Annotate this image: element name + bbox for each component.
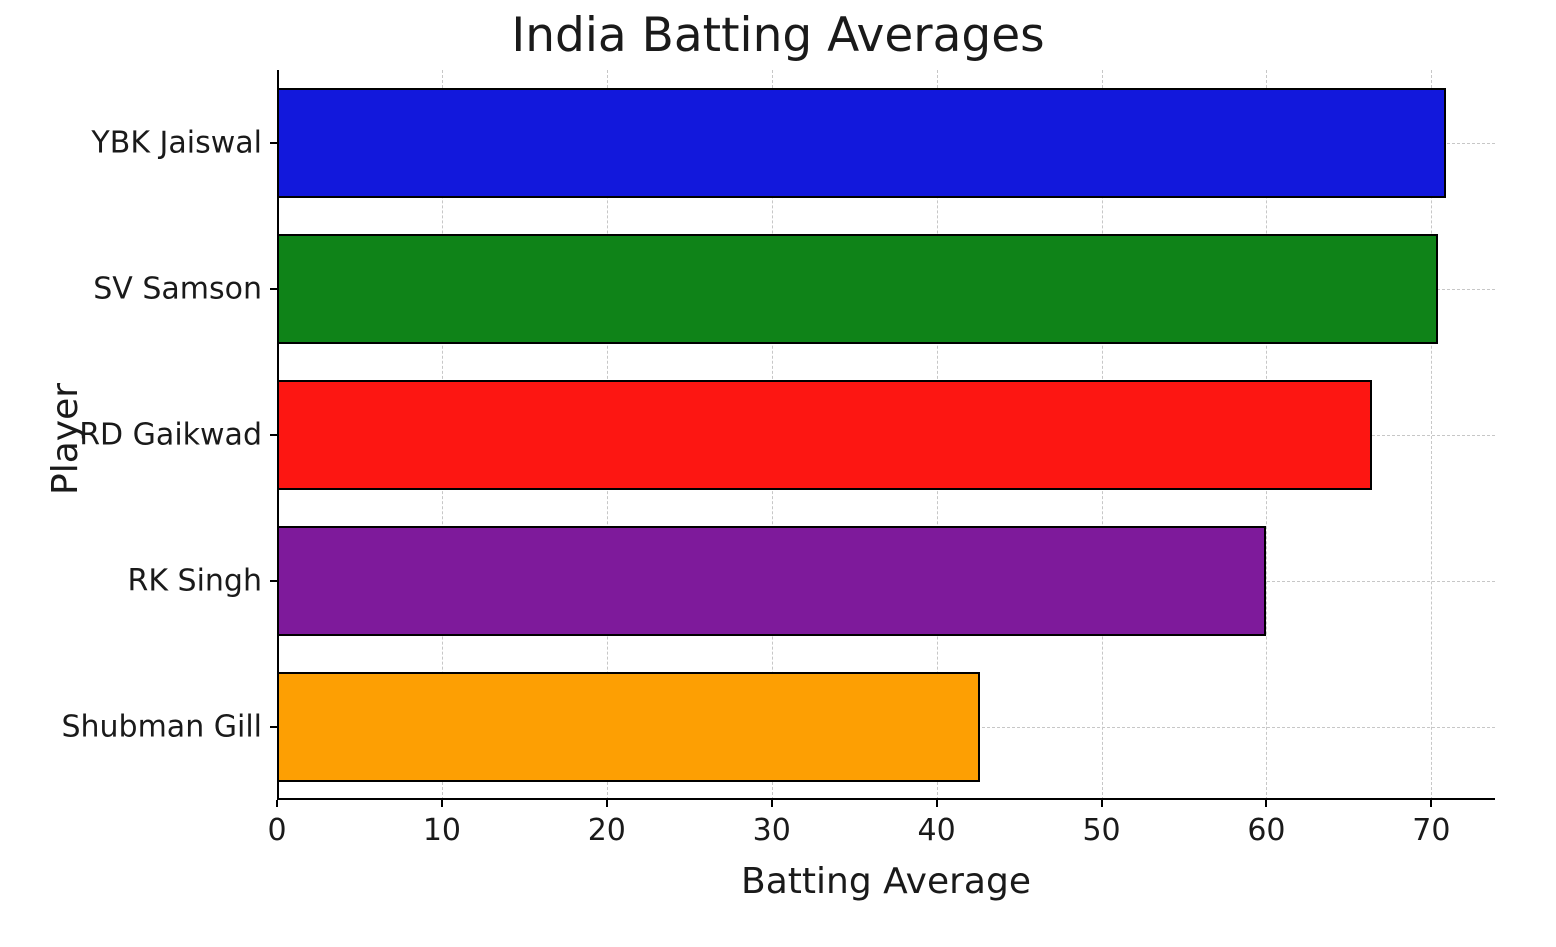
xtick-label: 20	[588, 813, 626, 848]
xtick-mark	[276, 800, 278, 807]
ytick-mark	[270, 434, 277, 436]
xtick-label: 0	[267, 813, 286, 848]
chart-title: India Batting Averages	[0, 8, 1556, 63]
ytick-label: SV Samson	[93, 272, 262, 307]
figure: India Batting Averages Batting Average P…	[0, 0, 1556, 947]
x-axis-label: Batting Average	[277, 861, 1495, 902]
plot-area	[277, 70, 1495, 800]
axis-spine-bottom	[277, 798, 1495, 800]
axis-spine-left	[277, 70, 279, 800]
xtick-label: 50	[1082, 813, 1120, 848]
ytick-label: RK Singh	[127, 564, 262, 599]
xtick-label: 10	[423, 813, 461, 848]
bar	[277, 234, 1438, 344]
xtick-mark	[936, 800, 938, 807]
ytick-mark	[270, 142, 277, 144]
bar	[277, 672, 980, 782]
xtick-mark	[771, 800, 773, 807]
xtick-mark	[1430, 800, 1432, 807]
bar	[277, 88, 1446, 198]
ytick-mark	[270, 580, 277, 582]
ytick-mark	[270, 726, 277, 728]
ytick-mark	[270, 288, 277, 290]
bar	[277, 380, 1372, 490]
xtick-label: 70	[1412, 813, 1450, 848]
xtick-mark	[606, 800, 608, 807]
xtick-mark	[1101, 800, 1103, 807]
xtick-label: 30	[753, 813, 791, 848]
xtick-mark	[1265, 800, 1267, 807]
xtick-mark	[441, 800, 443, 807]
ytick-label: Shubman Gill	[61, 710, 262, 745]
bar	[277, 526, 1266, 636]
ytick-label: RD Gaikwad	[79, 418, 262, 453]
xtick-label: 60	[1247, 813, 1285, 848]
xtick-label: 40	[918, 813, 956, 848]
ytick-label: YBK Jaiswal	[91, 126, 262, 161]
